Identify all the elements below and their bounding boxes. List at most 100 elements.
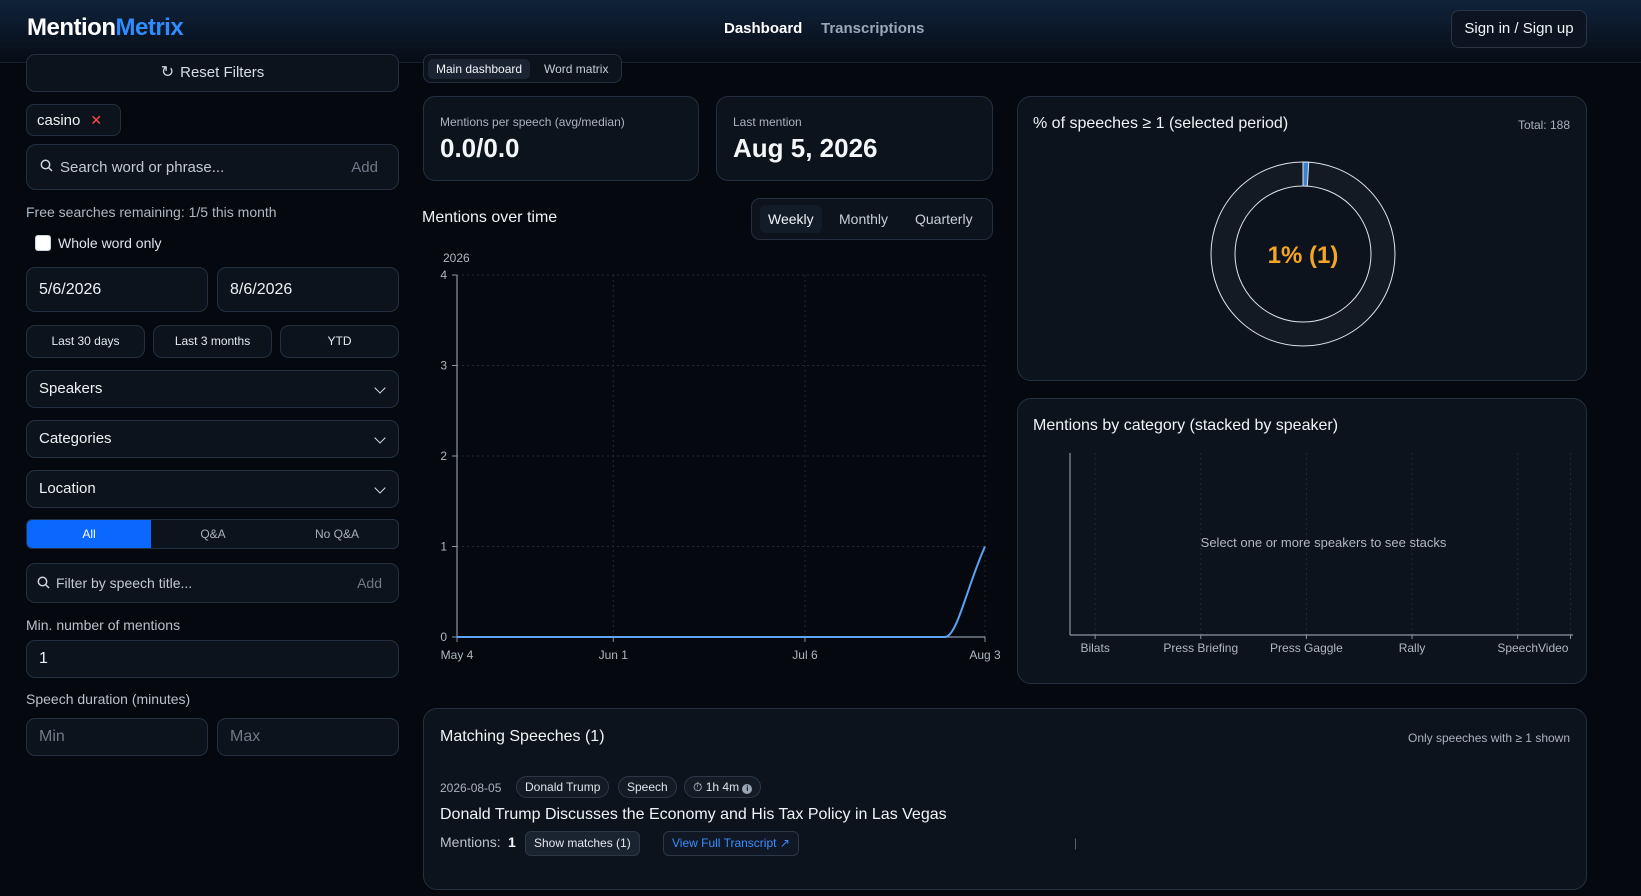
title-filter-placeholder: Filter by speech title...: [56, 575, 193, 591]
nav-transcriptions[interactable]: Transcriptions: [821, 20, 925, 37]
mentions-per-speech-card: Mentions per speech (avg/median) 0.0/0.0: [423, 96, 699, 181]
category-tag: Speech: [618, 776, 677, 798]
location-label: Location: [39, 480, 96, 497]
duration-value: 1h 4m: [705, 780, 740, 794]
app-logo[interactable]: MentionMetrix: [27, 14, 184, 42]
category-label: Rally: [1399, 641, 1426, 655]
period-toggle: Weekly Monthly Quarterly: [751, 198, 993, 240]
last-mention-value: Aug 5, 2026: [733, 133, 878, 163]
speakers-dropdown[interactable]: Speakers: [26, 370, 399, 408]
qa-option-all[interactable]: All: [27, 520, 151, 548]
mentions-series-line: [457, 546, 986, 638]
speech-title[interactable]: Donald Trump Discusses the Economy and H…: [440, 806, 947, 823]
last-mention-label: Last mention: [733, 115, 802, 129]
min-mentions-label: Min. number of mentions: [26, 617, 181, 633]
y-tick-label: 0: [440, 630, 447, 644]
categories-dropdown[interactable]: Categories: [26, 420, 399, 458]
category-label: Press Gaggle: [1270, 641, 1343, 655]
speeches-percentage-card: % of speeches ≥ 1 (selected period) Tota…: [1017, 96, 1587, 381]
donut-chart: 1% (1): [1210, 161, 1396, 347]
search-placeholder: Search word or phrase...: [60, 159, 225, 176]
search-add-button[interactable]: Add: [351, 159, 378, 176]
tab-word-matrix[interactable]: Word matrix: [544, 62, 609, 76]
category-label: Video: [1538, 641, 1569, 655]
chevron-down-icon: [374, 382, 386, 394]
mentions-over-time-title: Mentions over time: [422, 209, 558, 226]
reset-filters-label: Reset Filters: [180, 64, 265, 81]
mentions-per-speech-label: Mentions per speech (avg/median): [440, 115, 625, 129]
donut-title: % of speeches ≥ 1 (selected period): [1033, 115, 1289, 132]
duration-label: Speech duration (minutes): [26, 691, 191, 707]
matching-speeches-note: Only speeches with ≥ 1 shown: [1408, 731, 1570, 745]
reset-filters-button[interactable]: ↻ Reset Filters: [26, 54, 399, 92]
x-tick-label: Jun 1: [599, 648, 629, 662]
category-label: Bilats: [1080, 641, 1109, 655]
dashboard-tabs: Main dashboard Word matrix: [423, 54, 622, 83]
min-mentions-input[interactable]: 1: [26, 640, 399, 678]
preset-last-3-months[interactable]: Last 3 months: [153, 325, 272, 358]
period-quarterly[interactable]: Quarterly: [915, 211, 973, 227]
x-tick-label: Jul 6: [792, 648, 818, 662]
category-chart-card: Mentions by category (stacked by speaker…: [1017, 398, 1587, 684]
category-label: Press Briefing: [1163, 641, 1238, 655]
title-filter-input[interactable]: Filter by speech title... Add: [26, 563, 399, 603]
qa-option-qa[interactable]: Q&A: [200, 527, 226, 541]
period-monthly[interactable]: Monthly: [839, 211, 889, 227]
preset-ytd[interactable]: YTD: [280, 325, 399, 358]
word-search-input[interactable]: Search word or phrase... Add: [26, 144, 399, 190]
date-from-input[interactable]: 5/6/2026: [26, 267, 208, 312]
remove-chip-icon[interactable]: ✕: [90, 112, 103, 128]
qa-option-no-qa[interactable]: No Q&A: [314, 527, 359, 541]
reset-icon: ↻: [160, 64, 175, 81]
mentions-per-speech-value: 0.0/0.0: [440, 133, 520, 163]
search-icon: [37, 576, 50, 589]
free-searches-text: Free searches remaining: 1/5 this month: [26, 204, 277, 220]
logo-text-part2: Metrix: [115, 14, 184, 41]
whole-word-label: Whole word only: [58, 235, 162, 251]
donut-slice: [1302, 161, 1310, 187]
whole-word-checkbox[interactable]: [35, 235, 51, 251]
categories-label: Categories: [39, 430, 112, 447]
separator: |: [1074, 836, 1078, 850]
clock-icon: ⏱: [693, 780, 703, 794]
search-icon: [40, 159, 53, 172]
duration-tag: ⏱ 1h 4m i: [684, 776, 762, 798]
last-mention-card: Last mention Aug 5, 2026: [716, 96, 993, 181]
mentions-line-chart: 2026 0 1 2 3 4 May 4 Jun 1 Jul 6 Aug 3: [440, 251, 1000, 662]
view-transcript-label: View Full Transcript: [672, 836, 777, 850]
speech-date: 2026-08-05: [440, 781, 502, 795]
logo-text-part1: Mention: [27, 14, 116, 41]
preset-last-30-days[interactable]: Last 30 days: [26, 325, 145, 358]
category-empty-message: Select one or more speakers to see stack…: [1201, 535, 1447, 550]
info-icon[interactable]: i: [742, 784, 753, 794]
chevron-down-icon: [374, 482, 386, 494]
x-tick-label: Aug 3: [969, 648, 1000, 662]
sign-in-button[interactable]: Sign in / Sign up: [1451, 10, 1587, 48]
speaker-tag: Donald Trump: [516, 776, 610, 798]
external-link-icon: ↗: [779, 836, 790, 850]
speakers-label: Speakers: [39, 380, 103, 397]
duration-max-input[interactable]: Max: [217, 718, 399, 756]
keyword-chip: casino ✕: [26, 104, 121, 136]
matching-speeches-title: Matching Speeches (1): [440, 728, 605, 745]
x-tick-label: May 4: [441, 648, 474, 662]
location-dropdown[interactable]: Location: [26, 470, 399, 508]
tab-main-dashboard[interactable]: Main dashboard: [428, 59, 531, 79]
y-tick-label: 4: [440, 268, 447, 282]
donut-total: Total: 188: [1517, 118, 1570, 132]
duration-min-input[interactable]: Min: [26, 718, 208, 756]
view-transcript-link[interactable]: View Full Transcript ↗: [663, 831, 799, 856]
category-chart-title: Mentions by category (stacked by speaker…: [1033, 417, 1339, 434]
title-filter-add-button[interactable]: Add: [357, 575, 382, 591]
y-tick-label: 3: [440, 359, 447, 373]
matching-speeches-panel: Matching Speeches (1) Only speeches with…: [423, 708, 1587, 890]
category-bar-chart: Bilats Press Briefing Press Gaggle Rally Spe…: [1069, 453, 1573, 655]
y-tick-label: 2: [440, 449, 447, 463]
donut-center-label: 1% (1): [1268, 242, 1339, 269]
year-label: 2026: [443, 251, 470, 265]
nav-dashboard[interactable]: Dashboard: [724, 20, 803, 37]
mentions-count-label: Mentions:: [440, 834, 501, 850]
date-to-input[interactable]: 8/6/2026: [217, 267, 399, 312]
show-matches-button[interactable]: Show matches (1): [525, 831, 640, 856]
period-weekly[interactable]: Weekly: [760, 205, 822, 233]
